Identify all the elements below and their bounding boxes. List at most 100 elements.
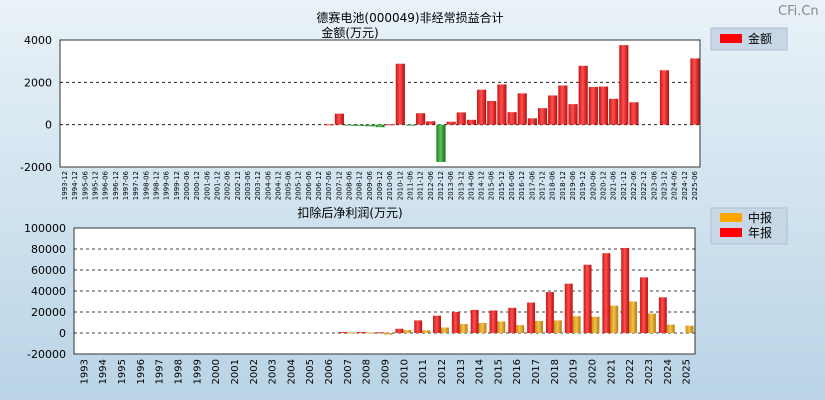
chart2-x-tick-label: 2019 <box>569 359 580 384</box>
chart1-bar <box>477 89 487 125</box>
chart2-bar-interim <box>553 320 562 333</box>
chart1-x-tick-label: 2007-12 <box>335 171 343 200</box>
chart2-bar-interim <box>422 330 431 333</box>
chart2-x-tick-label: 2020 <box>588 359 599 384</box>
chart1-bar <box>355 124 365 126</box>
chart1-x-tick-label: 2018-06 <box>549 170 557 200</box>
chart2-bar-annual <box>395 328 404 333</box>
chart1-x-tick-label: 2000-06 <box>183 170 191 200</box>
chart1-x-tick-label: 2017-12 <box>539 171 547 200</box>
chart2-y-tick-label: 40000 <box>31 285 66 298</box>
chart2-bar-interim <box>629 301 638 333</box>
chart2-bar-annual <box>602 253 611 333</box>
chart1-x-tick-label: 2010-12 <box>396 171 404 200</box>
chart1-bar <box>568 104 578 125</box>
chart2-x-tick-label: 1996 <box>136 359 147 384</box>
chart1-y-tick-label: 4000 <box>24 34 52 47</box>
chart2-bar-interim <box>440 327 449 333</box>
chart1-x-tick-label: 2009-12 <box>376 171 384 200</box>
chart1-x-tick-label: 2016-06 <box>508 170 516 200</box>
chart1-x-tick-label: 2022-12 <box>640 171 648 200</box>
chart1-bar <box>385 124 395 126</box>
chart2-y-tick-label: 60000 <box>31 264 66 277</box>
chart1-x-tick-label: 2007-06 <box>325 170 333 200</box>
chart1-bar <box>375 124 385 128</box>
chart2-x-tick-label: 1999 <box>192 359 203 384</box>
chart1-bar <box>334 113 344 125</box>
chart1-x-tick-label: 2008-06 <box>346 170 354 200</box>
chart2-x-tick-label: 2010 <box>399 359 410 384</box>
chart2-x-ticks: 1993 1994 1995 1996 1997 1998 1999 2000 2001 2002… <box>79 359 692 384</box>
chart1-x-tick-label: 1996-12 <box>112 171 120 200</box>
chart1-bar <box>446 121 456 125</box>
chart1-x-tick-label: 2013-12 <box>457 171 465 200</box>
chart1-x-tick-label: 2018-12 <box>559 171 567 200</box>
chart2-bar-annual <box>508 307 517 333</box>
chart1-bar <box>487 100 497 125</box>
watermark: CFi.Cn <box>778 4 819 19</box>
legend-swatch-annual <box>720 228 742 237</box>
chart2-bar-interim <box>478 323 487 333</box>
chart1-x-tick-label: 2020-12 <box>599 171 607 200</box>
chart1-x-tick-label: 2021-06 <box>610 170 618 200</box>
chart1-x-tick-label: 2005-12 <box>295 171 303 200</box>
chart2-x-tick-label: 2015 <box>493 359 504 384</box>
chart2-bar-annual <box>621 247 630 333</box>
chart2-x-tick-label: 1994 <box>98 359 109 384</box>
chart2-bar-annual <box>414 320 423 333</box>
chart1-x-tick-label: 1999-12 <box>173 171 181 200</box>
chart1-x-tick-label: 1995-06 <box>81 170 89 200</box>
chart1-x-tick-label: 2020-06 <box>589 170 597 200</box>
chart1-x-tick-label: 2010-06 <box>386 170 394 200</box>
chart2-x-tick-label: 2008 <box>362 359 373 384</box>
chart1-x-tick-label: 2008-12 <box>356 171 364 200</box>
chart1-bar <box>578 65 588 125</box>
chart1-bar <box>629 102 639 125</box>
chart2-bar-interim <box>572 316 581 333</box>
chart2-y-tick-label: 80000 <box>31 243 66 256</box>
chart1-x-tick-label: 2003-06 <box>244 170 252 200</box>
chart2-x-tick-label: 2023 <box>644 359 655 384</box>
chart2-bar-annual <box>640 277 648 333</box>
chart1-x-tick-label: 2015-06 <box>488 170 496 200</box>
chart1-x-tick-label: 2023-12 <box>660 171 668 200</box>
chart2-bar-annual <box>527 302 536 333</box>
chart1-bar <box>466 119 476 125</box>
chart2-bar-annual <box>583 264 592 333</box>
chart2-bar-annual <box>564 283 573 333</box>
chart2-y-tick-label: 20000 <box>31 306 66 319</box>
chart1-x-tick-label: 2000-12 <box>193 171 201 200</box>
chart1-x-tick-label: 2015-12 <box>498 171 506 200</box>
chart2-bar-interim <box>346 332 355 334</box>
chart1-bar <box>365 124 375 127</box>
chart1-x-tick-label: 1997-12 <box>132 171 140 200</box>
chart2-bar-interim <box>497 321 506 333</box>
chart1-bar <box>588 86 598 125</box>
chart1-x-tick-label: 1997-06 <box>122 170 130 200</box>
chart2-plot-area <box>73 227 696 355</box>
chart1-x-tick-label: 2019-06 <box>569 170 577 200</box>
chart1-subtitle: 金额(万元) <box>321 25 378 40</box>
chart2-y-tick-label: -20000 <box>27 348 66 361</box>
chart1-y-ticks: -2000 0 2000 4000 <box>20 34 52 174</box>
chart2-bar-annual <box>376 332 385 334</box>
chart1-x-tick-label: 2023-06 <box>650 170 658 200</box>
legend-swatch-amount <box>720 34 742 43</box>
chart2-bar-annual <box>470 309 479 333</box>
chart2-legend: 中报 年报 <box>710 207 788 245</box>
chart1-x-tick-label: 1996-06 <box>102 170 110 200</box>
chart2-bar-annual <box>451 312 460 333</box>
chart2-bar-annual <box>658 297 667 333</box>
chart1-bar <box>456 112 466 125</box>
chart1-y-tick-label: 2000 <box>24 76 52 89</box>
chart2-bar-interim <box>516 325 525 333</box>
chart1-bar <box>537 108 548 125</box>
chart1-bar <box>609 98 619 125</box>
chart2-bar-annual <box>489 310 498 333</box>
chart1-x-tick-label: 2017-06 <box>528 170 536 200</box>
legend-swatch-interim <box>720 213 742 222</box>
chart2-x-tick-label: 2002 <box>249 359 260 384</box>
legend-label-interim: 中报 <box>748 210 772 225</box>
chart2-x-tick-label: 2000 <box>211 359 222 384</box>
chart1-bar <box>619 45 629 125</box>
